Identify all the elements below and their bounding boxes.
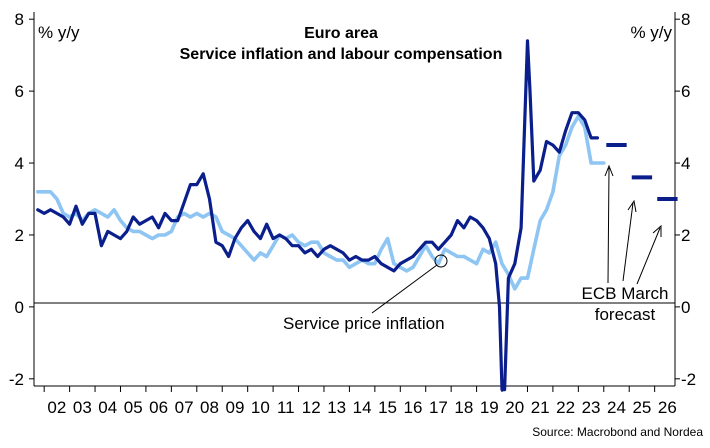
chart-title: Euro area (304, 25, 378, 42)
x-tick-label: 17 (429, 398, 448, 417)
x-tick-label: 11 (277, 398, 295, 417)
chart-subtitle: Service inflation and labour compensatio… (180, 46, 503, 63)
series-layer (35, 39, 606, 392)
ecb-forecast-label-line1: ECB March (582, 284, 669, 303)
x-tick-label: 08 (200, 398, 219, 417)
series-line-service (35, 114, 606, 291)
service-callout-line (371, 264, 438, 314)
x-tick-label: 23 (582, 398, 601, 417)
series-line-labour (36, 39, 600, 392)
ecb-arrow-3 (636, 224, 662, 285)
x-tick-label: 21 (531, 398, 550, 417)
left-tick-labels: -2 0 2 4 6 8 (9, 10, 34, 389)
y-tick-left: 2 (15, 226, 24, 245)
x-tick-label: 10 (251, 398, 270, 417)
ecb-forecast-label-line2: forecast (595, 305, 656, 324)
x-tick-label: 05 (124, 398, 143, 417)
x-tick-label: 03 (73, 398, 92, 417)
x-tick-label: 02 (47, 398, 66, 417)
y-tick-left: 4 (15, 154, 24, 173)
y-tick-left: 6 (15, 82, 24, 101)
left-unit-label: % y/y (38, 23, 80, 42)
y-tick-right: 4 (681, 154, 690, 173)
x-tick-label: 19 (480, 398, 499, 417)
y-tick-right: 2 (681, 226, 690, 245)
x-tick-label: 09 (225, 398, 244, 417)
forecast-layer (606, 143, 678, 201)
source-note: Source: Macrobond and Nordea (532, 425, 703, 439)
x-tick-label: 22 (556, 398, 575, 417)
x-tick-label: 16 (404, 398, 423, 417)
y-tick-right: 6 (681, 82, 690, 101)
service-callout-label: Service price inflation (283, 314, 445, 333)
ecb-arrow-1 (604, 164, 614, 284)
y-tick-right: 8 (681, 10, 690, 29)
x-tick-label: 20 (505, 398, 524, 417)
y-tick-left: 0 (15, 298, 24, 317)
x-tick-label: 13 (327, 398, 346, 417)
service-callout-circle (434, 254, 448, 268)
right-tick-labels: -2 0 2 4 6 8 (675, 10, 696, 389)
x-tick-label: 15 (378, 398, 397, 417)
x-tick-labels: 02 03 04 05 06 07 08 09 10 11 12 13 14 15 16 17 18 19 20 21… (47, 398, 676, 417)
y-tick-right: -2 (681, 370, 696, 389)
x-tick-label: 14 (353, 398, 372, 417)
x-tick-marks (43, 386, 656, 392)
x-tick-label: 26 (658, 398, 677, 417)
y-tick-left: -2 (9, 370, 24, 389)
y-tick-left: 8 (15, 10, 24, 29)
x-tick-label: 18 (454, 398, 473, 417)
x-tick-label: 25 (632, 398, 651, 417)
x-tick-label: 12 (302, 398, 321, 417)
right-unit-label: % y/y (630, 23, 672, 42)
ecb-arrow-2 (622, 199, 637, 282)
y-tick-right: 0 (681, 298, 690, 317)
x-tick-label: 24 (607, 398, 626, 417)
x-tick-label: 07 (175, 398, 194, 417)
x-tick-label: 06 (149, 398, 168, 417)
x-tick-label: 04 (98, 398, 117, 417)
